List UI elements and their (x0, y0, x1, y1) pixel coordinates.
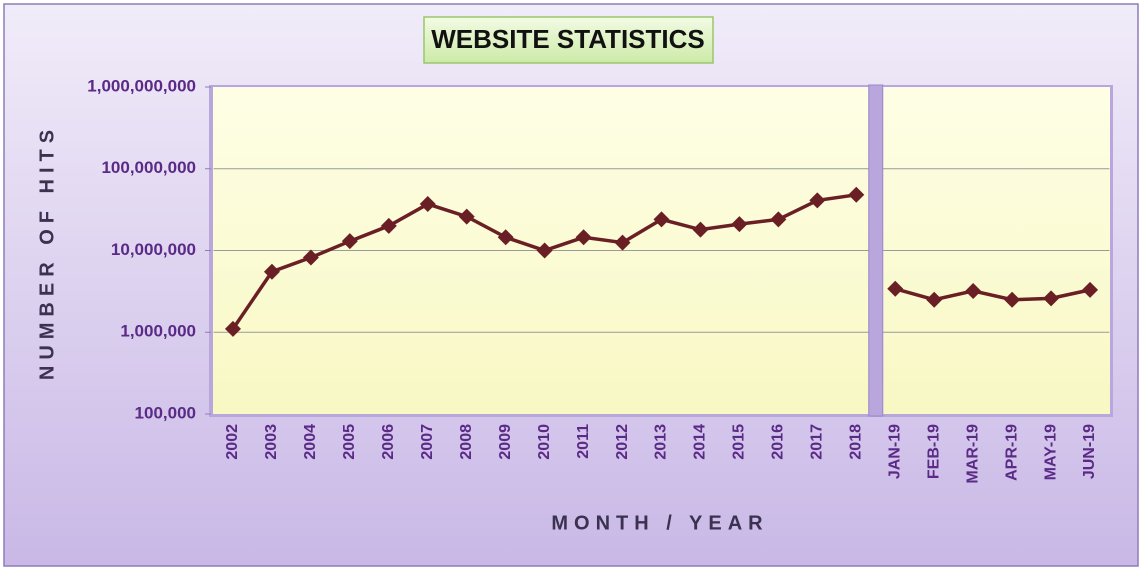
point-marker (302, 249, 319, 266)
x-tick-label: 2013 (653, 424, 670, 460)
x-tick-label: 2014 (692, 424, 709, 460)
x-tick-label: APR-19 (1003, 424, 1020, 481)
x-tick-label: 2002 (224, 424, 241, 460)
x-tick-label: JUN-19 (1081, 424, 1098, 479)
y-tick-label: 100,000 (135, 403, 196, 422)
x-tick-label: 2015 (731, 424, 748, 460)
point-marker (575, 229, 592, 246)
point-marker (1082, 281, 1099, 298)
point-marker (341, 233, 358, 250)
y-tick-label: 100,000,000 (101, 158, 196, 177)
point-marker (536, 242, 553, 259)
x-axis-label: MONTH / YEAR (551, 512, 768, 534)
x-tick-label: 2010 (536, 424, 553, 460)
point-marker (926, 291, 943, 308)
point-marker (380, 217, 397, 234)
point-marker (458, 208, 475, 225)
x-tick-label: MAY-19 (1042, 424, 1059, 480)
point-marker (731, 216, 748, 233)
point-marker (848, 186, 865, 203)
x-tick-label: 2007 (419, 424, 436, 460)
x-tick-label: 2009 (497, 424, 514, 460)
chart-title: WEBSITE STATISTICS (431, 24, 704, 54)
point-marker (887, 280, 904, 297)
x-tick-label: 2008 (458, 424, 475, 460)
x-tick-label: 2018 (848, 424, 865, 460)
title-box (423, 16, 714, 64)
point-marker (692, 221, 709, 238)
x-tick-label: 2017 (809, 424, 826, 460)
point-marker (1043, 290, 1060, 307)
x-tick-label: FEB-19 (925, 424, 942, 479)
point-marker (614, 234, 631, 251)
y-tick-label: 10,000,000 (111, 240, 196, 259)
point-marker (224, 320, 241, 337)
x-tick-label: 2006 (380, 424, 397, 460)
x-tick-label: 2004 (302, 424, 319, 460)
x-tick-label: JAN-19 (886, 424, 903, 479)
x-tick-label: MAR-19 (964, 424, 981, 484)
y-tick-label: 1,000,000 (120, 322, 196, 341)
break-divider (868, 84, 884, 417)
x-tick-label: 2005 (341, 424, 358, 460)
y-axis-label: NUMBER OF HITS (36, 124, 58, 380)
point-marker (263, 263, 280, 280)
point-marker (653, 211, 670, 228)
point-marker (419, 196, 436, 213)
point-marker (1004, 291, 1021, 308)
point-marker (965, 282, 982, 299)
point-marker (497, 229, 514, 246)
y-tick-label: 1,000,000,000 (87, 76, 196, 95)
point-marker (809, 192, 826, 209)
point-marker (770, 211, 787, 228)
x-tick-label: 2011 (575, 424, 592, 459)
x-tick-label: 2012 (614, 424, 631, 460)
x-tick-label: 2003 (263, 424, 280, 460)
x-tick-label: 2016 (770, 424, 787, 460)
